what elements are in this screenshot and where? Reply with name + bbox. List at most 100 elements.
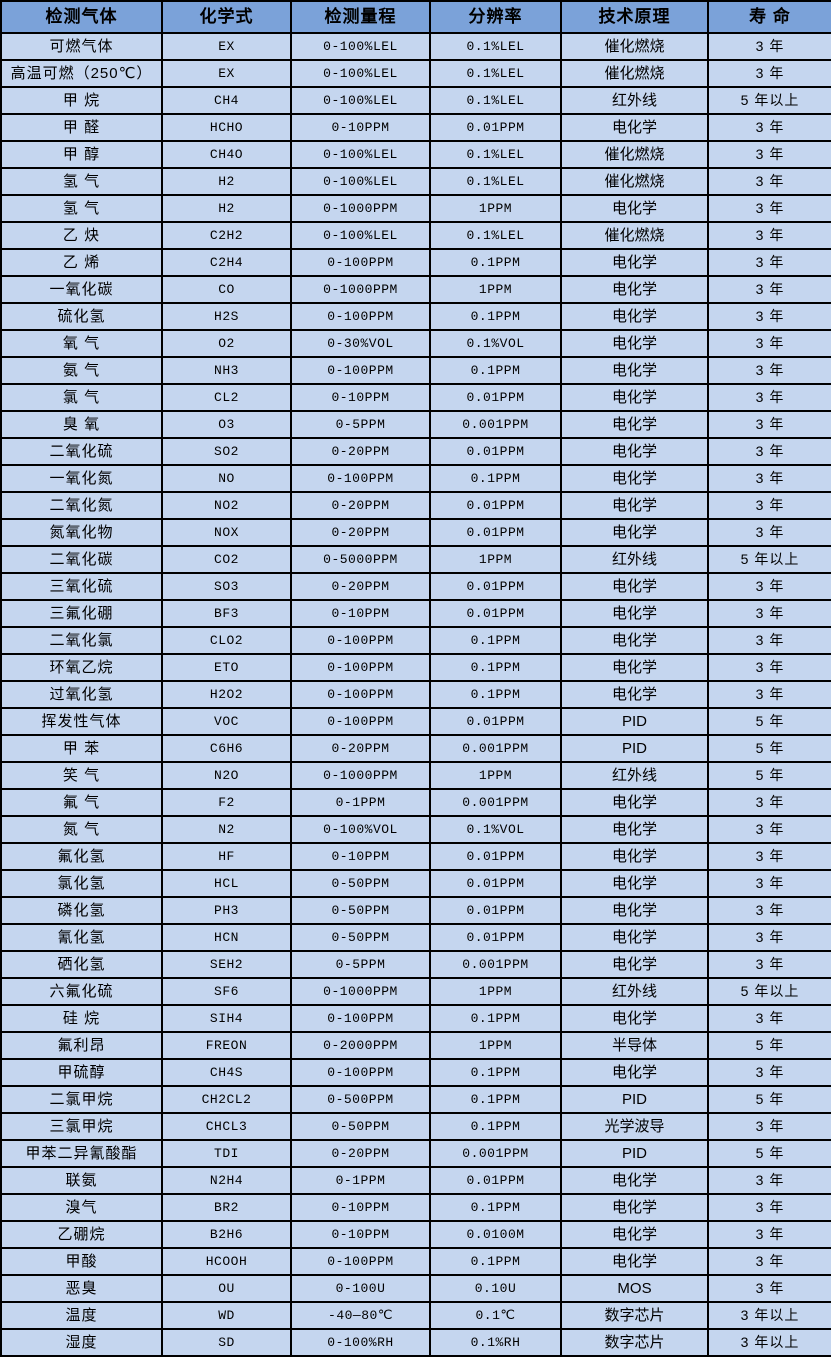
cell-life: 3 年以上 [707,1328,831,1357]
cell-formula: HCN [161,923,292,952]
cell-range: 0-100PPM [290,1247,431,1276]
cell-tech: 电化学 [560,248,709,277]
cell-range: 0-10PPM [290,383,431,412]
cell-gas: 硅 烷 [0,1004,163,1033]
cell-range: 0-5000PPM [290,545,431,574]
cell-life: 5 年以上 [707,977,831,1006]
cell-tech: 电化学 [560,788,709,817]
column-header-gas: 检测气体 [0,0,163,34]
cell-life: 3 年 [707,329,831,358]
cell-life: 3 年 [707,437,831,466]
cell-tech: 红外线 [560,86,709,115]
table-row: 氮氧化物 NOX 0-20PPM 0.01PPM 电化学 3 年 [0,518,831,547]
table-row: 二氧化碳 CO2 0-5000PPM 1PPM 红外线 5 年以上 [0,545,831,574]
table-row: 臭 氧 O3 0-5PPM 0.001PPM 电化学 3 年 [0,410,831,439]
cell-range: 0-10PPM [290,599,431,628]
cell-resolution: 1PPM [429,761,562,790]
cell-formula: O2 [161,329,292,358]
cell-life: 3 年 [707,626,831,655]
cell-life: 5 年以上 [707,545,831,574]
cell-resolution: 0.1%LEL [429,167,562,196]
cell-life: 3 年 [707,869,831,898]
cell-gas: 氮 气 [0,815,163,844]
cell-range: 0-20PPM [290,491,431,520]
cell-tech: 电化学 [560,302,709,331]
cell-gas: 氟 气 [0,788,163,817]
cell-formula: SO2 [161,437,292,466]
cell-life: 3 年 [707,599,831,628]
cell-range: 0-100%RH [290,1328,431,1357]
cell-tech: 光学波导 [560,1112,709,1141]
cell-range: 0-10PPM [290,1193,431,1222]
cell-gas: 温度 [0,1301,163,1330]
cell-formula: VOC [161,707,292,736]
cell-resolution: 0.01PPM [429,842,562,871]
cell-resolution: 0.1PPM [429,464,562,493]
cell-resolution: 0.001PPM [429,734,562,763]
cell-tech: 电化学 [560,923,709,952]
cell-gas: 乙 烯 [0,248,163,277]
cell-life: 3 年 [707,1247,831,1276]
table-row: 甲 醇 CH4O 0-100%LEL 0.1%LEL 催化燃烧 3 年 [0,140,831,169]
cell-life: 3 年 [707,842,831,871]
cell-range: 0-100%LEL [290,86,431,115]
cell-range: 0-100%LEL [290,221,431,250]
table-row: 挥发性气体 VOC 0-100PPM 0.01PPM PID 5 年 [0,707,831,736]
cell-life: 3 年 [707,32,831,61]
cell-formula: O3 [161,410,292,439]
cell-life: 3 年 [707,302,831,331]
cell-formula: FREON [161,1031,292,1060]
cell-gas: 联氨 [0,1166,163,1195]
cell-formula: NH3 [161,356,292,385]
cell-gas: 二氧化碳 [0,545,163,574]
table-row: 二氧化硫 SO2 0-20PPM 0.01PPM 电化学 3 年 [0,437,831,466]
cell-formula: BF3 [161,599,292,628]
cell-range: 0-100%VOL [290,815,431,844]
cell-gas: 硫化氢 [0,302,163,331]
cell-tech: 半导体 [560,1031,709,1060]
cell-life: 3 年 [707,518,831,547]
cell-formula: ETO [161,653,292,682]
table-row: 甲 苯 C6H6 0-20PPM 0.001PPM PID 5 年 [0,734,831,763]
cell-gas: 氟利昂 [0,1031,163,1060]
cell-resolution: 0.1PPM [429,302,562,331]
cell-resolution: 0.1%LEL [429,32,562,61]
cell-tech: MOS [560,1274,709,1303]
table-row: 二氯甲烷 CH2CL2 0-500PPM 0.1PPM PID 5 年 [0,1085,831,1114]
cell-formula: H2 [161,194,292,223]
cell-formula: SEH2 [161,950,292,979]
cell-tech: 红外线 [560,545,709,574]
cell-tech: 电化学 [560,950,709,979]
cell-gas: 甲硫醇 [0,1058,163,1087]
cell-resolution: 1PPM [429,977,562,1006]
column-header-range: 检测量程 [290,0,431,34]
cell-formula: CHCL3 [161,1112,292,1141]
cell-resolution: 0.01PPM [429,599,562,628]
cell-formula: NOX [161,518,292,547]
cell-life: 3 年 [707,653,831,682]
table-row: 甲苯二异氰酸酯 TDI 0-20PPM 0.001PPM PID 5 年 [0,1139,831,1168]
table-row: 一氧化氮 NO 0-100PPM 0.1PPM 电化学 3 年 [0,464,831,493]
cell-formula: PH3 [161,896,292,925]
cell-gas: 二氧化硫 [0,437,163,466]
cell-range: 0-20PPM [290,437,431,466]
cell-tech: 电化学 [560,356,709,385]
cell-tech: 数字芯片 [560,1328,709,1357]
table-row: 氟 气 F2 0-1PPM 0.001PPM 电化学 3 年 [0,788,831,817]
column-header-resolution: 分辨率 [429,0,562,34]
header-row: 检测气体 化学式 检测量程 分辨率 技术原理 寿 命 [0,0,831,34]
table-row: 甲硫醇 CH4S 0-100PPM 0.1PPM 电化学 3 年 [0,1058,831,1087]
cell-gas: 氰化氢 [0,923,163,952]
table-row: 温度 WD -40—80℃ 0.1℃ 数字芯片 3 年以上 [0,1301,831,1330]
cell-tech: 电化学 [560,842,709,871]
cell-gas: 氢 气 [0,167,163,196]
cell-resolution: 0.1PPM [429,626,562,655]
cell-resolution: 0.1%LEL [429,140,562,169]
cell-gas: 溴气 [0,1193,163,1222]
cell-gas: 高温可燃（250℃） [0,59,163,88]
table-row: 三氟化硼 BF3 0-10PPM 0.01PPM 电化学 3 年 [0,599,831,628]
cell-life: 3 年 [707,167,831,196]
cell-life: 3 年 [707,248,831,277]
table-row: 氟利昂 FREON 0-2000PPM 1PPM 半导体 5 年 [0,1031,831,1060]
cell-range: 0-100PPM [290,707,431,736]
